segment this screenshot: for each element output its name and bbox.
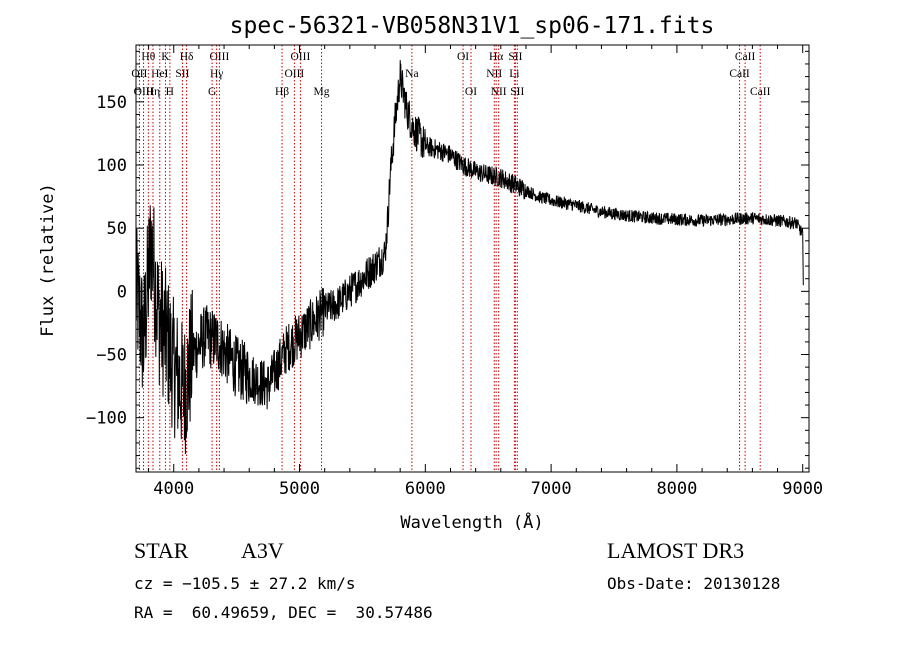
x-tick-label: 7000 (531, 479, 572, 499)
line-label: Hα (489, 51, 503, 63)
line-label: Na (405, 68, 418, 80)
survey-name: LAMOST DR3 (607, 538, 745, 563)
line-label: G (208, 86, 216, 98)
line-label: SII (175, 68, 189, 80)
line-label: H (166, 86, 174, 98)
y-tick-label: 150 (96, 93, 127, 113)
line-label: K (161, 51, 170, 63)
line-label: Hγ (210, 68, 223, 80)
line-label: OIII (210, 51, 230, 63)
chart-title: spec-56321-VB058N31V1_sp06-171.fits (230, 13, 715, 39)
x-tick-label: 8000 (656, 479, 697, 499)
line-label: Mg (314, 86, 330, 98)
line-label: OII (131, 68, 147, 80)
x-axis-ticks: 4000 5000 6000 7000 8000 9000 (148, 45, 823, 499)
line-label: OIII (291, 51, 311, 63)
line-label: SII (510, 86, 524, 98)
y-tick-label: 0 (117, 282, 127, 302)
line-label: Hθ (141, 51, 155, 63)
line-label: Hδ (180, 51, 194, 63)
obs-date: Obs-Date: 20130128 (607, 574, 781, 593)
object-subclass: A3V (241, 538, 284, 563)
object-class: STAR (134, 538, 189, 563)
line-label: NII (486, 68, 502, 80)
line-label: CaII (750, 86, 771, 98)
y-tick-label: 100 (96, 156, 127, 176)
y-axis-label: Flux (relative) (38, 183, 58, 337)
x-axis-label: Wavelength (Å) (400, 511, 543, 533)
spectrum-line (135, 60, 804, 455)
line-label: NII (491, 86, 507, 98)
line-label: CaII (729, 68, 750, 80)
plot-frame (135, 44, 810, 473)
x-tick-label: 4000 (153, 479, 194, 499)
coordinates: RA = 60.49659, DEC = 30.57486 (134, 603, 433, 622)
line-label: CaII (735, 51, 756, 63)
x-tick-label: 6000 (405, 479, 446, 499)
line-label: OI (457, 51, 469, 63)
line-label: Li (509, 68, 519, 80)
y-axis-ticks: −100 −50 0 50 100 150 (86, 50, 809, 469)
x-tick-label: 5000 (279, 479, 320, 499)
line-label: Hβ (275, 86, 289, 98)
line-label: Hη (146, 86, 160, 98)
line-label: OI (465, 86, 477, 98)
y-tick-label: 50 (107, 219, 127, 239)
y-tick-label: −50 (96, 346, 127, 366)
line-label: OIII (284, 68, 304, 80)
redshift-readout: cz = −105.5 ± 27.2 km/s (134, 574, 356, 593)
y-tick-label: −100 (86, 409, 127, 429)
line-label: SII (508, 51, 522, 63)
line-label: HeI (151, 68, 168, 80)
x-tick-label: 9000 (782, 479, 823, 499)
